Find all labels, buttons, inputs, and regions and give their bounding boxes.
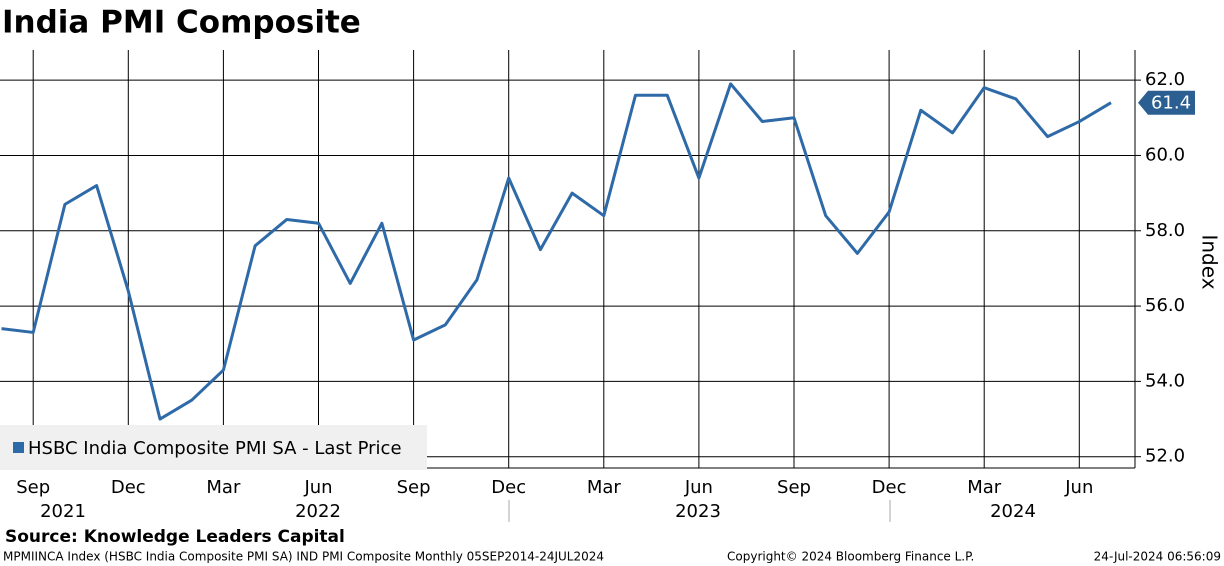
x-tick-label: Dec: [872, 477, 907, 498]
x-tick-label: Mar: [967, 477, 1002, 498]
chart-title: India PMI Composite: [2, 5, 361, 41]
x-tick-label: Dec: [111, 477, 146, 498]
last-price-tag: [1138, 90, 1195, 115]
footer-center: Copyright© 2024 Bloomberg Finance L.P.: [727, 550, 974, 564]
x-tick-label: Sep: [777, 477, 811, 498]
y-tick-label: 54.0: [1145, 370, 1185, 391]
x-tick-label: Sep: [397, 477, 431, 498]
x-tick-label: Jun: [303, 477, 332, 498]
footer-left: MPMIINCA Index (HSBC India Composite PMI…: [3, 550, 604, 564]
x-tick-label: Dec: [491, 477, 526, 498]
legend-label: HSBC India Composite PMI SA - Last Price: [28, 438, 402, 459]
y-tick-label: 56.0: [1145, 295, 1185, 316]
x-tick-label: Sep: [16, 477, 50, 498]
x-tick-label: Mar: [206, 477, 241, 498]
legend-box: [0, 425, 427, 470]
y-tick-label: 52.0: [1145, 446, 1185, 467]
x-tick-label: Jun: [1064, 477, 1093, 498]
x-tick-label: Jun: [684, 477, 713, 498]
year-label: 2021: [40, 501, 86, 522]
y-tick-label: 58.0: [1145, 220, 1185, 241]
footer-right: 24-Jul-2024 06:56:09: [1094, 550, 1221, 564]
year-label: 2023: [675, 501, 721, 522]
x-tick-label: Mar: [587, 477, 622, 498]
series-line: [1, 82, 1112, 421]
y-tick-label: 62.0: [1145, 69, 1185, 90]
legend-swatch: [13, 442, 24, 453]
year-label: 2024: [990, 501, 1036, 522]
y-tick-label: 60.0: [1145, 144, 1185, 165]
y-axis-label: Index: [1198, 234, 1222, 289]
source: Source: Knowledge Leaders Capital: [5, 527, 345, 547]
year-label: 2022: [295, 501, 341, 522]
last-price-label: 61.4: [1151, 93, 1191, 114]
